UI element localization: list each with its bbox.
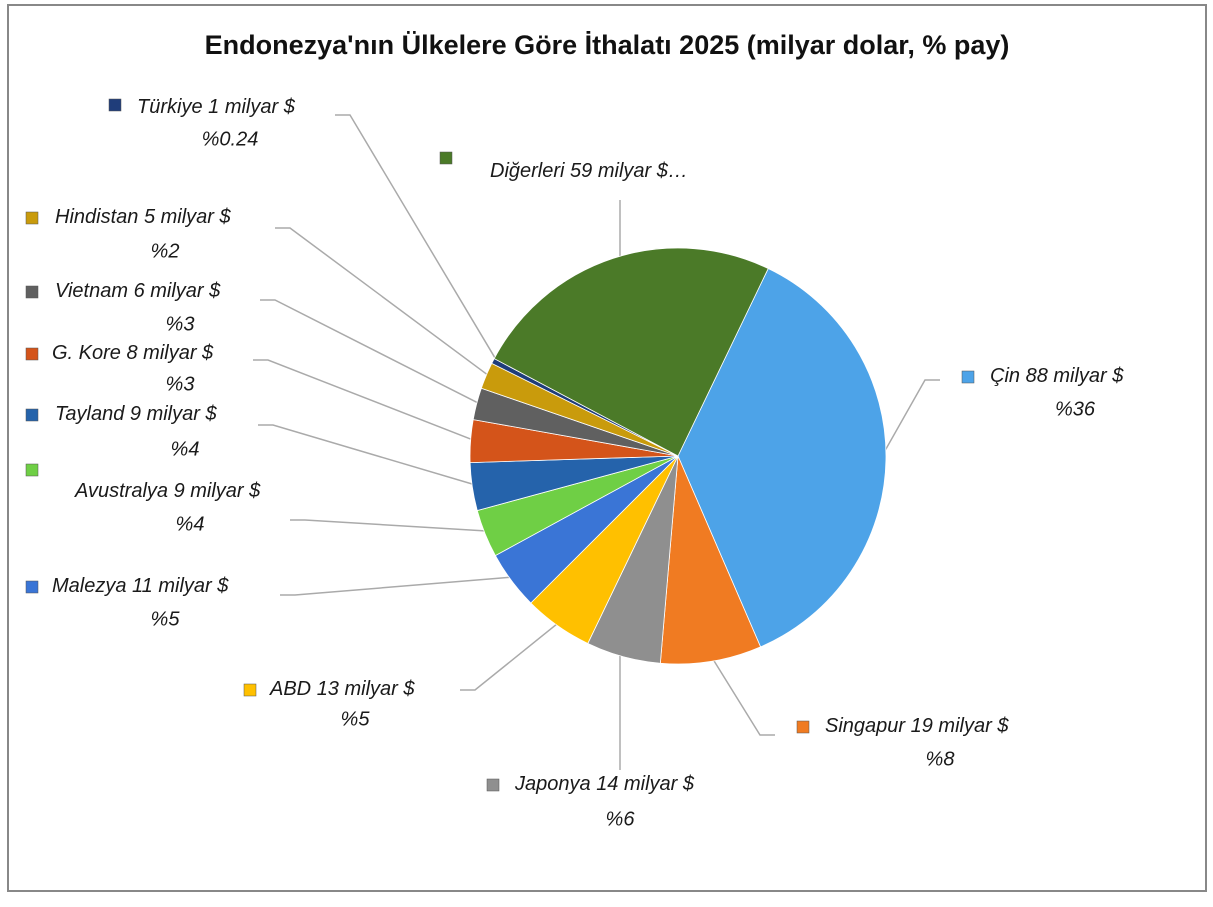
leader-line [290,519,491,533]
slice [659,455,762,665]
value-label: 13 milyar $ [317,678,416,700]
value-label: 8 milyar $ [126,342,214,364]
category-name: Singapur [825,715,906,737]
percent-label: %3 [166,373,195,395]
leader-line [275,227,493,379]
legend-marker [439,151,453,165]
value-label: 1 milyar $ [208,96,296,118]
category-name: Hindistan [55,206,138,228]
percent-label: %36 [1055,398,1096,420]
value-label: 11 milyar $ [132,575,229,597]
leader-lines [253,114,940,770]
chart-title: Endonezya'nın Ülkelere Göre İthalatı 202… [205,30,1010,60]
percent-label: %0.24 [202,128,259,150]
legend-marker [25,580,39,594]
percent-label: %6 [606,808,636,830]
leader-line [335,114,500,365]
category-name: Vietnam [55,280,128,302]
percent-label: %3 [166,313,195,335]
percent-label: %4 [176,513,205,535]
legend-marker [243,683,257,697]
category-name: Avustralya [74,480,168,502]
leader-line [709,654,775,736]
data-label: Malezya 11 milyar $ [52,575,229,597]
legend-marker [486,778,500,792]
leader-line [460,619,562,691]
value-label: 9 milyar $ [130,403,218,425]
category-name: Japonya [514,773,591,795]
leader-line [280,576,517,596]
legend-marker [961,370,975,384]
data-label: Japonya 14 milyar $ [514,773,695,795]
legend-marker [25,211,39,225]
legend-marker [25,347,39,361]
value-label: 5 milyar $ [144,206,232,228]
slice [677,268,887,648]
leader-line [879,379,940,461]
legend-marker [796,720,810,734]
value-label: 59 milyar $… [570,160,688,182]
value-label: 88 milyar $ [1026,365,1125,387]
leader-line [253,359,478,443]
value-label: 14 milyar $ [596,773,695,795]
percent-label: %4 [171,438,200,460]
value-label: 9 milyar $ [174,480,262,502]
category-name: Diğerleri [490,160,565,182]
value-label: 6 milyar $ [134,280,222,302]
legend-marker [108,98,122,112]
data-label: ABD 13 milyar $ [269,678,415,700]
category-name: Türkiye [137,96,203,118]
category-name: Çin [990,365,1020,387]
data-label: G. Kore 8 milyar $ [52,342,214,364]
category-name: ABD [269,678,311,700]
data-label: Avustralya 9 milyar $ [74,480,261,502]
category-name: Malezya [52,575,126,597]
percent-label: %8 [926,748,955,770]
value-label: 19 milyar $ [911,715,1010,737]
slice [493,247,769,457]
category-name: Tayland [55,403,125,425]
data-label: Diğerleri 59 milyar $… [490,160,688,182]
category-name: G. Kore [52,342,121,364]
leader-line [260,299,484,407]
percent-label: %5 [151,608,181,630]
percent-label: %5 [341,708,371,730]
legend-marker [25,285,39,299]
data-label: Türkiye 1 milyar $ [137,96,296,118]
percent-label: %2 [151,240,180,262]
leader-line [258,424,479,487]
data-label: Tayland 9 milyar $ [55,403,217,425]
data-label: Çin 88 milyar $ [990,365,1124,387]
legend-marker [25,408,39,422]
legend-marker [25,463,39,477]
data-label: Hindistan 5 milyar $ [55,206,232,228]
data-label: Singapur 19 milyar $ [825,715,1009,737]
data-label: Vietnam 6 milyar $ [55,280,221,302]
